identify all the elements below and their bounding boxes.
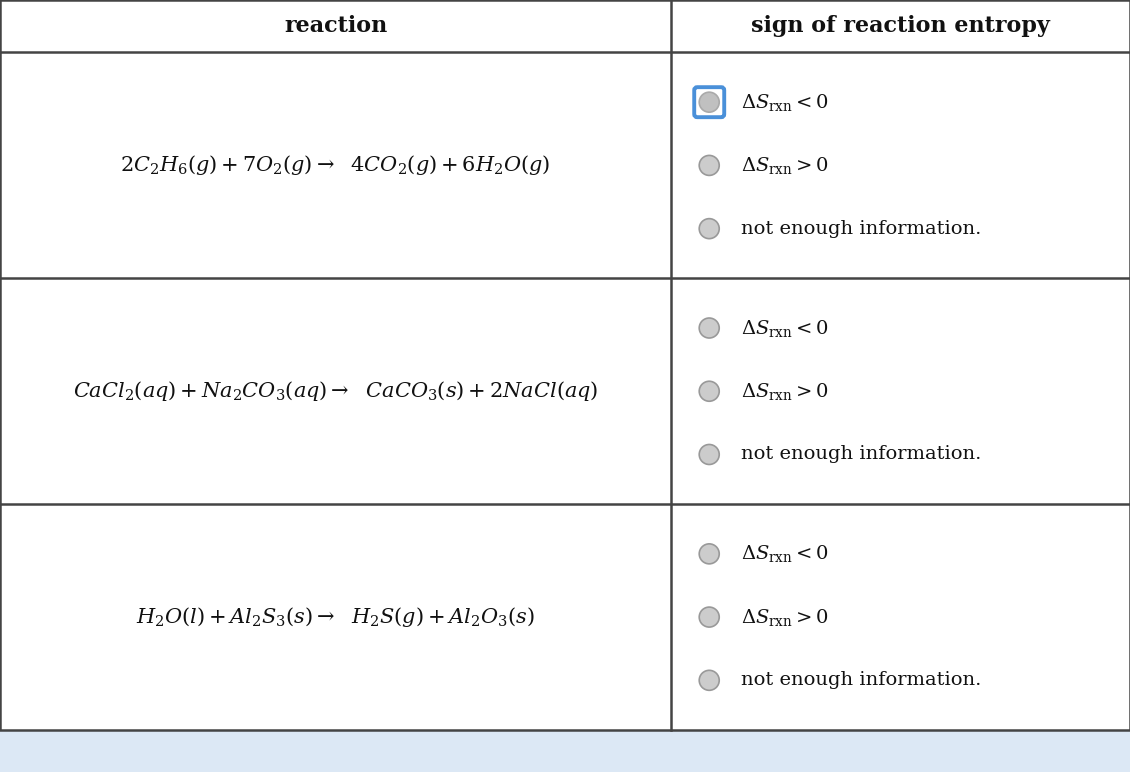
FancyBboxPatch shape: [694, 87, 724, 117]
Text: not enough information.: not enough information.: [741, 672, 982, 689]
Text: $2C_2H_6(g) + 7O_2(g) \rightarrow \ \ 4CO_2(g) + 6H_2O(g)$: $2C_2H_6(g) + 7O_2(g) \rightarrow \ \ 4C…: [121, 154, 550, 178]
Circle shape: [699, 445, 719, 465]
Text: $\Delta S_{\mathrm{rxn}} < 0$: $\Delta S_{\mathrm{rxn}} < 0$: [741, 92, 829, 113]
Circle shape: [699, 543, 719, 564]
Circle shape: [699, 155, 719, 175]
Text: not enough information.: not enough information.: [741, 445, 982, 463]
Bar: [0, 730, 1130, 772]
Text: sign of reaction entropy: sign of reaction entropy: [751, 15, 1050, 37]
Circle shape: [699, 381, 719, 401]
Text: $CaCl_2(aq) + Na_2CO_3(aq) \rightarrow \ \ CaCO_3(s) + 2NaCl(aq)$: $CaCl_2(aq) + Na_2CO_3(aq) \rightarrow \…: [72, 379, 599, 403]
Text: $\Delta S_{\mathrm{rxn}} < 0$: $\Delta S_{\mathrm{rxn}} < 0$: [741, 543, 829, 564]
Text: $H_2O(l) + Al_2S_3(s) \rightarrow \ \ H_2S(g) + Al_2O_3(s)$: $H_2O(l) + Al_2S_3(s) \rightarrow \ \ H_…: [137, 605, 534, 629]
Text: reaction: reaction: [284, 15, 388, 37]
Circle shape: [699, 607, 719, 627]
Text: $\Delta S_{\mathrm{rxn}} < 0$: $\Delta S_{\mathrm{rxn}} < 0$: [741, 317, 829, 338]
Text: $\Delta S_{\mathrm{rxn}} > 0$: $\Delta S_{\mathrm{rxn}} > 0$: [741, 155, 829, 176]
Text: not enough information.: not enough information.: [741, 220, 982, 238]
Text: $\Delta S_{\mathrm{rxn}} > 0$: $\Delta S_{\mathrm{rxn}} > 0$: [741, 381, 829, 401]
Circle shape: [699, 670, 719, 690]
Circle shape: [699, 92, 719, 112]
Circle shape: [699, 318, 719, 338]
Text: $\Delta S_{\mathrm{rxn}} > 0$: $\Delta S_{\mathrm{rxn}} > 0$: [741, 607, 829, 628]
Circle shape: [699, 218, 719, 239]
